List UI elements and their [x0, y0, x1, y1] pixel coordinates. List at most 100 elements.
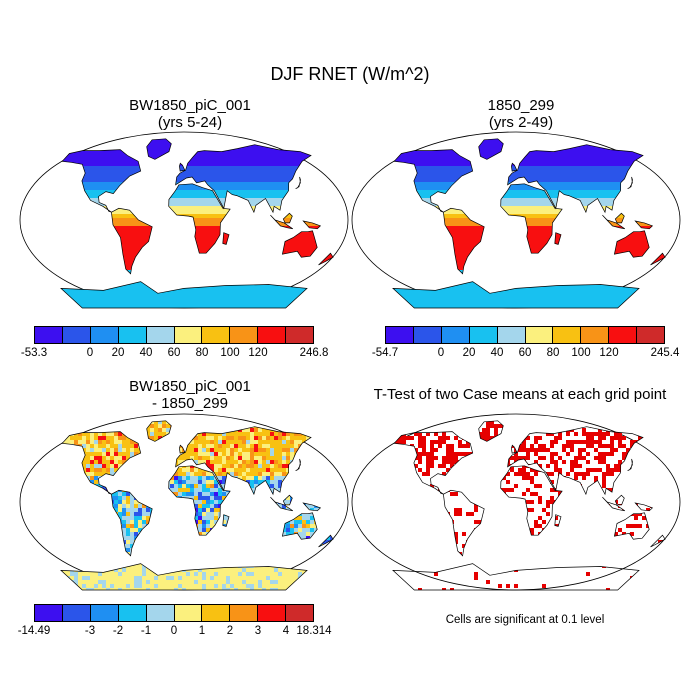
coastline-australia [281, 512, 318, 540]
coastline-south-america [111, 489, 153, 557]
colorbar-swatch [525, 327, 554, 343]
coastline-madagascar [222, 232, 230, 245]
coastline-indonesia [602, 214, 625, 230]
colorbar-swatch [202, 327, 231, 343]
colorbar-swatch [286, 605, 314, 621]
panel-title-diff: BW1850_piC_001 - 1850_299 [30, 378, 350, 412]
coastline-japan [295, 176, 301, 190]
coastline-new-zealand [650, 252, 666, 266]
colorbar-swatch [386, 327, 414, 343]
colorbar-tick-label: 20 [111, 347, 125, 359]
colorbar-swatch [118, 605, 147, 621]
coastline-antarctica [60, 281, 308, 309]
coastline-north-america [61, 149, 142, 213]
coastline-indonesia [270, 496, 293, 512]
colorbar-tick-label: 60 [518, 347, 532, 359]
coastline-antarctica [60, 563, 308, 591]
coastline-new-zealand [650, 534, 666, 548]
coastline-madagascar [222, 514, 230, 527]
colorbar-tick-label: -14.49 [17, 625, 51, 637]
colorbar-tick-label: 2 [226, 625, 234, 637]
coastline-antarctica [392, 563, 640, 591]
coastline-new-guinea [302, 220, 322, 230]
colorbar-swatch [553, 327, 582, 343]
colorbar-tick-label: -2 [112, 625, 124, 637]
panel-title-case-line2: (yrs 5-24) [157, 114, 223, 131]
colorbar-swatch [609, 327, 638, 343]
colorbar-control-labels: -54.7 0 20 40 60 80 100 120 245.4 [372, 347, 680, 361]
colorbar-diff-labels: -14.49 -3 -2 -1 0 1 2 3 4 18.314 [18, 625, 332, 639]
colorbar-tick-label: -53.3 [20, 347, 48, 359]
colorbar-swatch [174, 605, 203, 621]
coastline-antarctica [392, 281, 640, 309]
colorbar-swatch [146, 605, 175, 621]
map-case [19, 131, 349, 309]
coastline-greenland [478, 138, 504, 160]
colorbar-tick-label: 120 [248, 347, 268, 359]
coastline-borneo [614, 494, 625, 506]
colorbar-swatch [441, 327, 470, 343]
colorbar-tick-label: 0 [437, 347, 445, 359]
coastline-new-zealand [318, 534, 334, 548]
colorbar-tick-label: 40 [490, 347, 504, 359]
colorbar-tick-label: 100 [220, 347, 240, 359]
panel-title-ttest: T-Test of two Case means at each grid po… [345, 386, 695, 403]
colorbar-tick-label: 246.8 [299, 347, 329, 359]
figure-title: DJF RNET (W/m^2) [270, 64, 430, 84]
coastline-africa [168, 465, 231, 536]
map-ttest [351, 413, 681, 591]
colorbar-tick-label: 18.314 [296, 625, 332, 637]
coastline-south-america [443, 207, 485, 275]
coastline-japan [627, 458, 633, 472]
panel-title-control-line2: (yrs 2-49) [488, 114, 554, 131]
colorbar-swatch [35, 605, 63, 621]
colorbar-swatch [90, 327, 119, 343]
coastline-north-america [61, 431, 142, 495]
colorbar-swatch [146, 327, 175, 343]
colorbar-tick-label: -54.7 [371, 347, 399, 359]
coastline-greenland [146, 138, 172, 160]
colorbar-swatch [637, 327, 665, 343]
colorbar-diff [34, 604, 314, 622]
colorbar-tick-label: 120 [599, 347, 619, 359]
coastline-uk [511, 444, 518, 454]
coastline-madagascar [554, 232, 562, 245]
colorbar-tick-label: 245.4 [650, 347, 680, 359]
coastline-south-america [443, 489, 485, 557]
coastline-greenland [146, 420, 172, 442]
panel-title-control: 1850_299 (yrs 2-49) [361, 97, 681, 131]
coastline-madagascar [554, 514, 562, 527]
coastline-africa [500, 183, 563, 254]
map-diff [19, 413, 349, 591]
panel-title-case: BW1850_piC_001 (yrs 5-24) [30, 97, 350, 131]
coastline-indonesia [270, 214, 293, 230]
colorbar-tick-label: 4 [282, 625, 290, 637]
colorbar-control [385, 326, 665, 344]
panel-title-diff-line2: - 1850_299 [152, 395, 228, 412]
colorbar-swatch [202, 605, 231, 621]
coastline-new-guinea [634, 220, 654, 230]
colorbar-swatch [581, 327, 610, 343]
colorbar-tick-label: 3 [254, 625, 262, 637]
coastline-japan [295, 458, 301, 472]
colorbar-tick-label: 20 [462, 347, 476, 359]
coastline-japan [627, 176, 633, 190]
panel-title-case-line1: BW1850_piC_001 [129, 97, 251, 114]
coastline-eurasia [175, 426, 312, 496]
colorbar-tick-label: 60 [167, 347, 181, 359]
coastline-africa [500, 465, 563, 536]
colorbar-swatch [35, 327, 63, 343]
colorbar-swatch [286, 327, 314, 343]
colorbar-swatch [258, 327, 287, 343]
colorbar-tick-label: 80 [195, 347, 209, 359]
coastline-africa [168, 183, 231, 254]
map-control [351, 131, 681, 309]
coastline-australia [281, 230, 318, 258]
colorbar-swatch [62, 605, 91, 621]
coastline-australia [613, 230, 650, 258]
panel-title-diff-line1: BW1850_piC_001 [129, 378, 251, 395]
coastline-eurasia [175, 144, 312, 214]
colorbar-swatch [62, 327, 91, 343]
colorbar-swatch [497, 327, 526, 343]
